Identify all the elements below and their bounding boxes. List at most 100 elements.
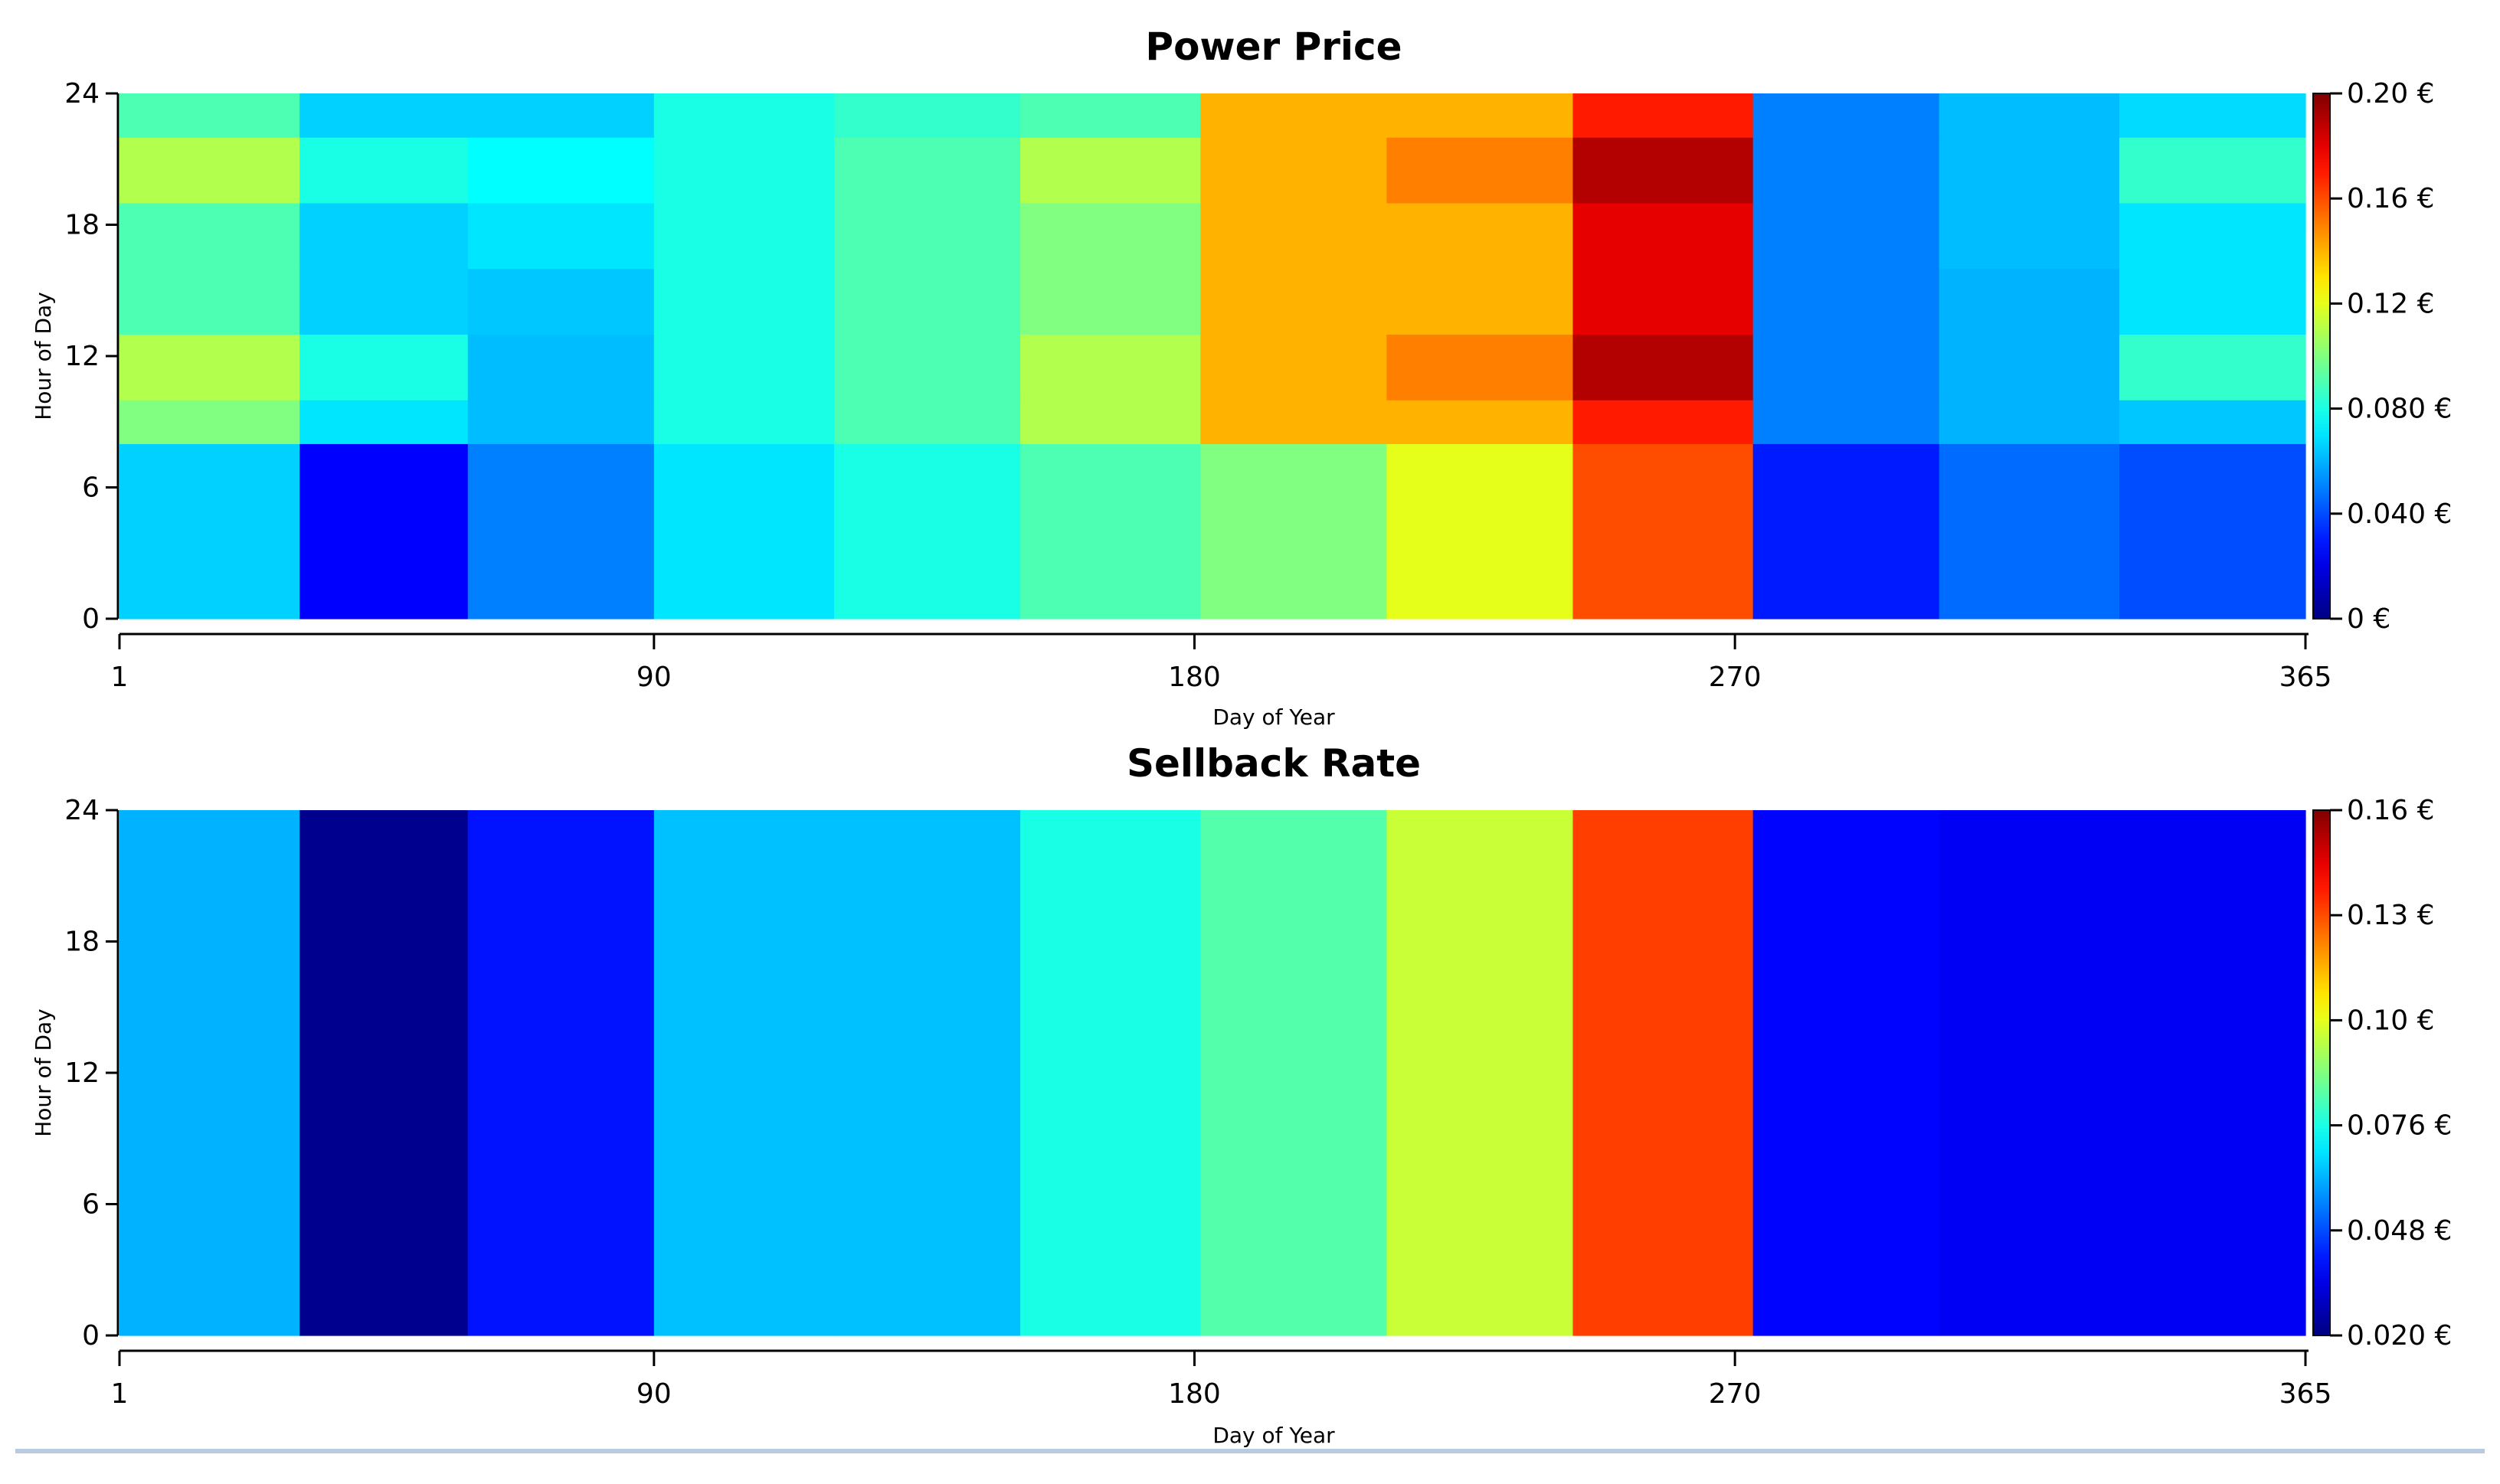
- colorbar-tick-label: 0.12 €: [2347, 288, 2435, 319]
- x-tick-label: 365: [2279, 1378, 2332, 1410]
- heatmap-cell: [1386, 334, 1574, 400]
- y-tick-label: 18: [64, 210, 100, 241]
- x-axis-label: Day of Year: [1212, 1423, 1335, 1448]
- heatmap-cell: [467, 810, 655, 1336]
- y-tick-label: 0: [82, 603, 100, 635]
- heatmap-cell: [1752, 400, 1940, 444]
- heatmap-cell: [1386, 810, 1574, 1336]
- heatmap-cell: [2119, 137, 2306, 204]
- heatmap-cell: [119, 268, 300, 335]
- heatmap-cell: [467, 400, 655, 444]
- y-axis-label: Hour of Day: [31, 292, 56, 420]
- heatmap-cell: [653, 268, 835, 335]
- x-tick-label: 90: [636, 1378, 672, 1410]
- heatmap-cell: [2119, 202, 2306, 270]
- heatmap-cell: [834, 137, 1021, 204]
- x-tick-label: 1: [111, 662, 129, 693]
- heatmap-cell: [653, 334, 835, 400]
- chart-title: Sellback Rate: [1127, 741, 1421, 786]
- heatmap-cell: [1020, 334, 1201, 400]
- heatmap-cell: [1939, 334, 2120, 400]
- heatmap-cell: [653, 810, 835, 1336]
- colorbar-tick-label: 0.20 €: [2347, 78, 2435, 110]
- heatmap-cell: [1572, 334, 1754, 400]
- heatmap-cell: [1572, 202, 1754, 270]
- heatmap-cell: [1939, 93, 2120, 138]
- heatmap-cell: [467, 268, 655, 335]
- heatmap-cell: [1572, 137, 1754, 204]
- x-tick-label: 1: [111, 1378, 129, 1410]
- heatmap-cell: [119, 93, 300, 138]
- heatmap-panel-1: Power Price 0 6 12 18 24 Hour of Day 1 90 180 270 3…: [31, 25, 2452, 730]
- y-tick-label: 6: [82, 472, 100, 504]
- heatmap-cell: [119, 202, 300, 270]
- heatmap-cell: [467, 93, 655, 138]
- y-axis-label: Hour of Day: [31, 1008, 56, 1137]
- heatmap-cell: [1020, 268, 1201, 335]
- heatmap-cell: [467, 334, 655, 400]
- heatmap-cell: [467, 137, 655, 204]
- heatmap-cell: [2119, 400, 2306, 444]
- heatmap-cell: [299, 93, 469, 138]
- heatmap-cells: [119, 810, 2306, 1336]
- heatmap-cell: [299, 334, 469, 400]
- colorbar-tick-label: 0.040 €: [2347, 498, 2452, 530]
- heatmap-cell: [119, 810, 300, 1336]
- heatmap-cell: [1939, 268, 2120, 335]
- heatmap-cell: [299, 202, 469, 270]
- heatmap-cell: [1939, 443, 2120, 619]
- heatmap-cell: [834, 400, 1021, 444]
- heatmap-cell: [2119, 810, 2306, 1336]
- y-tick-label: 24: [64, 795, 100, 826]
- y-tick-label: 12: [64, 1057, 100, 1089]
- y-tick-label: 6: [82, 1189, 100, 1221]
- heatmap-cell: [1386, 400, 1574, 444]
- heatmap-cell: [1572, 268, 1754, 335]
- colorbar-tick-label: 0.048 €: [2347, 1215, 2452, 1247]
- heatmap-cell: [653, 400, 835, 444]
- heatmap-cell: [1939, 137, 2120, 204]
- heatmap-cell: [1572, 810, 1754, 1336]
- heatmap-cell: [467, 202, 655, 270]
- heatmap-cell: [1200, 93, 1387, 138]
- heatmap-panel-2: Sellback Rate 0 6 12 18 24 Hour of Day 1 90 180 27…: [31, 741, 2452, 1448]
- heatmap-cell: [2119, 443, 2306, 619]
- heatmap-cell: [1386, 443, 1574, 619]
- heatmap-cell: [653, 93, 835, 138]
- heatmap-cell: [653, 137, 835, 204]
- heatmap-cell: [299, 810, 469, 1336]
- heatmap-cell: [1752, 810, 1940, 1336]
- heatmap-cell: [1200, 137, 1387, 204]
- y-tick-label: 0: [82, 1320, 100, 1352]
- heatmap-cell: [1200, 334, 1387, 400]
- heatmap-cell: [299, 443, 469, 619]
- x-tick-label: 365: [2279, 662, 2332, 693]
- x-tick-label: 180: [1168, 662, 1221, 693]
- heatmap-cell: [834, 268, 1021, 335]
- heatmap-cell: [1200, 400, 1387, 444]
- heatmap-cell: [1200, 810, 1387, 1336]
- heatmap-cell: [1572, 400, 1754, 444]
- heatmap-cell: [119, 400, 300, 444]
- heatmap-cell: [1020, 400, 1201, 444]
- heatmap-cell: [653, 443, 835, 619]
- x-tick-label: 270: [1709, 1378, 1762, 1410]
- heatmap-cell: [1939, 810, 2120, 1336]
- heatmap-cell: [1752, 334, 1940, 400]
- heatmap-cell: [1020, 810, 1201, 1336]
- heatmap-cell: [2119, 268, 2306, 335]
- heatmap-cell: [1572, 443, 1754, 619]
- colorbar-tick-label: 0.080 €: [2347, 394, 2452, 425]
- heatmap-cell: [1752, 93, 1940, 138]
- y-tick-label: 24: [64, 78, 100, 110]
- x-axis-label: Day of Year: [1212, 704, 1335, 730]
- heatmap-cell: [1386, 202, 1574, 270]
- colorbar-tick-label: 0.10 €: [2347, 1005, 2435, 1036]
- x-tick-label: 270: [1709, 662, 1762, 693]
- heatmap-cell: [1200, 443, 1387, 619]
- heatmap-cell: [1752, 202, 1940, 270]
- heatmap-cell: [1020, 137, 1201, 204]
- colorbar-tick-label: 0.13 €: [2347, 900, 2435, 931]
- heatmap-cell: [653, 202, 835, 270]
